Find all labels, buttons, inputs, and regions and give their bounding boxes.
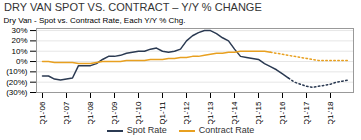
svg-text:Q1-'07: Q1-'07 <box>62 101 71 124</box>
svg-text:30%: 30% <box>11 26 27 35</box>
html-text:Contract Rate: Contract Rate <box>198 125 255 135</box>
svg-text:Q1-'09: Q1-'09 <box>110 101 119 124</box>
svg-text:Q1-'11: Q1-'11 <box>158 101 167 124</box>
svg-text:0%: 0% <box>16 57 28 66</box>
svg-text:Q1-'17: Q1-'17 <box>302 101 311 124</box>
svg-text:Dry Van - Spot vs. Contract Ra: Dry Van - Spot vs. Contract Rate, Each Y… <box>4 16 186 25</box>
html-text:DRY VAN SPOT VS. CONTRACT – Y/: DRY VAN SPOT VS. CONTRACT – Y/Y % CHANGE <box>4 1 262 13</box>
svg-text:Q1-'15: Q1-'15 <box>254 101 263 124</box>
svg-text:Q1-'10: Q1-'10 <box>134 101 143 124</box>
svg-text:Q1-'14: Q1-'14 <box>230 101 239 124</box>
svg-text:(10%): (10%) <box>6 67 28 76</box>
svg-text:Q1-'13: Q1-'13 <box>206 101 215 124</box>
svg-text:10%: 10% <box>11 47 27 56</box>
svg-text:Q1-'18: Q1-'18 <box>326 101 335 124</box>
svg-text:Q1-'12: Q1-'12 <box>182 101 191 124</box>
html-text:Spot Rate: Spot Rate <box>126 125 167 135</box>
svg-text:20%: 20% <box>11 36 27 45</box>
svg-text:(30%): (30%) <box>6 88 28 97</box>
svg-text:Q1-'16: Q1-'16 <box>278 101 287 124</box>
svg-text:Q1-'08: Q1-'08 <box>86 101 95 124</box>
svg-text:(20%): (20%) <box>6 78 28 87</box>
svg-text:Q1-'06: Q1-'06 <box>38 101 47 124</box>
